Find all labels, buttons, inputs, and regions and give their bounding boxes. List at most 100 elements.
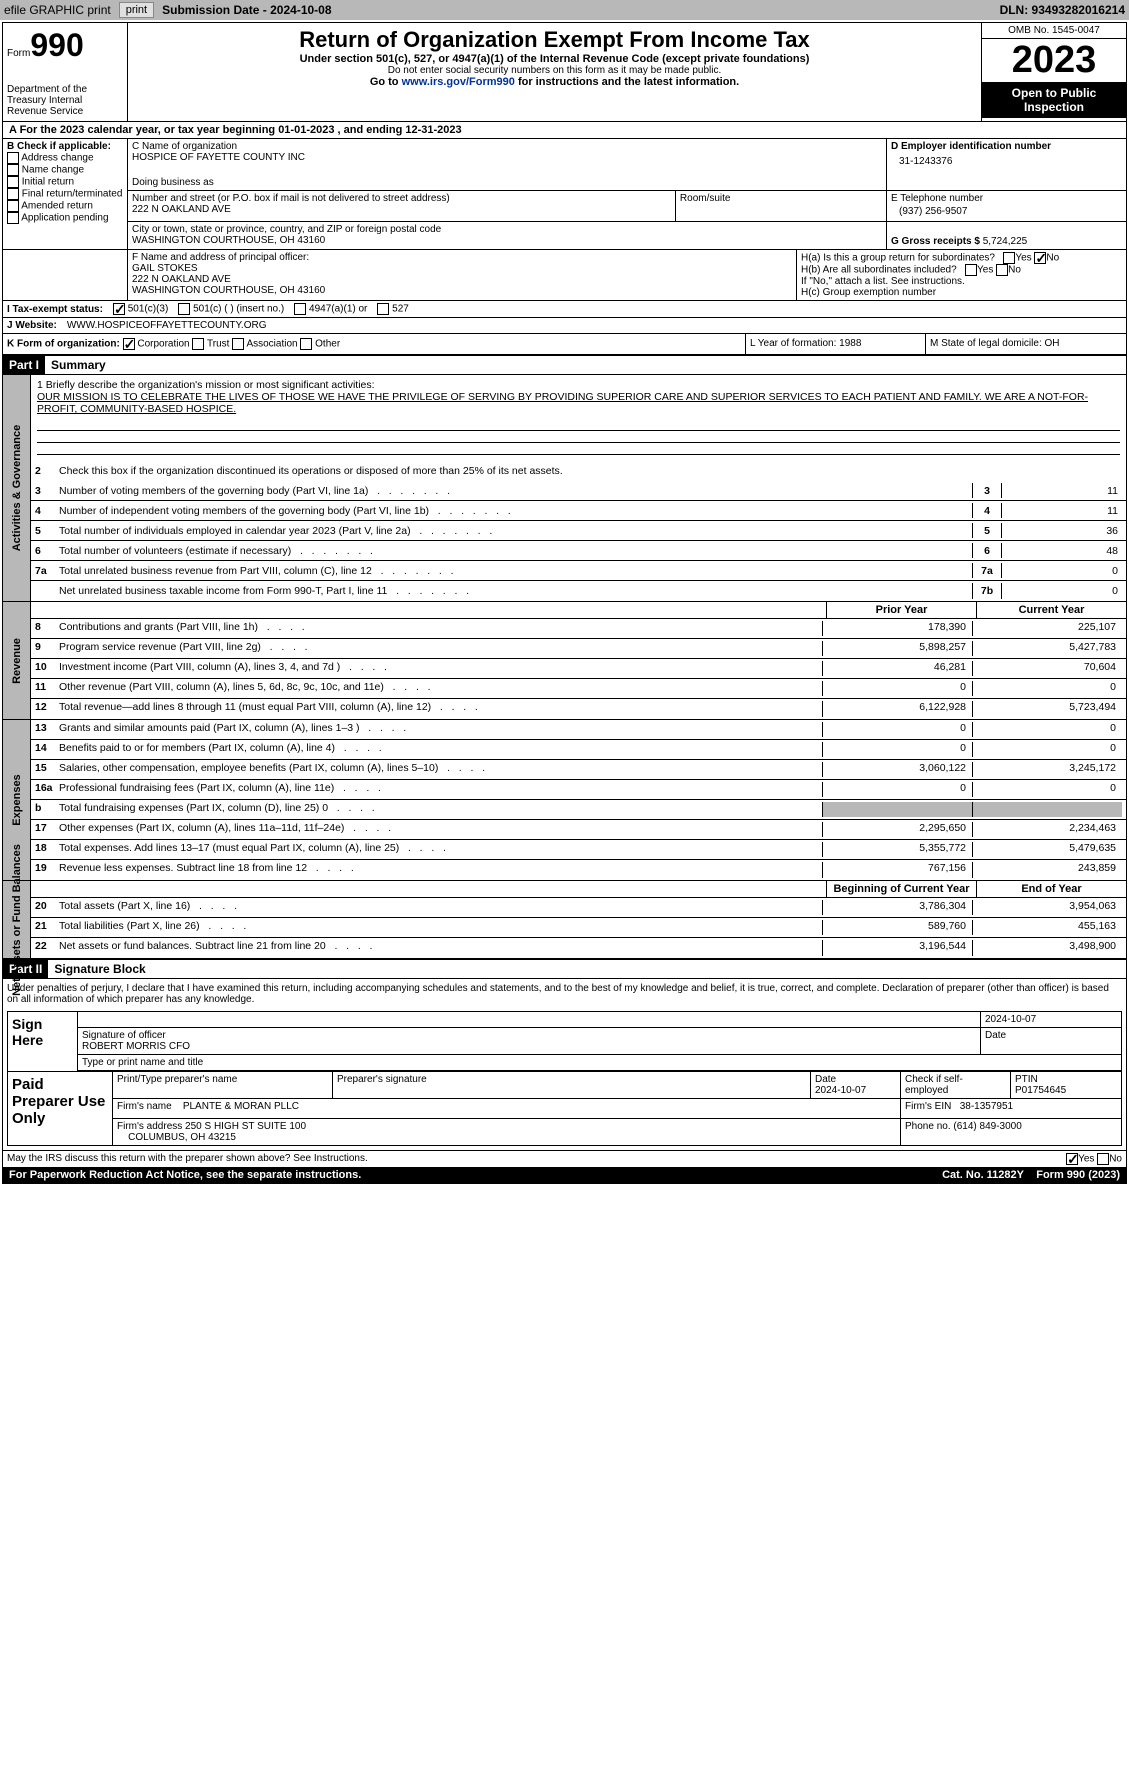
data-line: 10 Investment income (Part VIII, column …: [31, 659, 1126, 679]
org-name: HOSPICE OF FAYETTE COUNTY INC: [132, 152, 882, 163]
data-line: 11 Other revenue (Part VIII, column (A),…: [31, 679, 1126, 699]
discuss-no[interactable]: No: [1097, 1153, 1122, 1165]
ein-label: D Employer identification number: [891, 141, 1122, 152]
firm-ein: Firm's EIN 38-1357951: [901, 1099, 1121, 1118]
header-center: Return of Organization Exempt From Incom…: [128, 23, 981, 121]
data-line: 14 Benefits paid to or for members (Part…: [31, 740, 1126, 760]
chk-501c3[interactable]: 501(c)(3): [113, 303, 168, 315]
header-left: Form990 Department of the Treasury Inter…: [3, 23, 128, 121]
phone-label: E Telephone number: [891, 193, 1122, 204]
i-label: I Tax-exempt status:: [7, 304, 103, 315]
data-line: 17 Other expenses (Part IX, column (A), …: [31, 820, 1126, 840]
prep-date: Date2024-10-07: [811, 1072, 901, 1098]
chk-initial-return[interactable]: Initial return: [7, 176, 123, 188]
chk-527[interactable]: 527: [377, 303, 408, 315]
officer-addr1: 222 N OAKLAND AVE: [132, 274, 792, 285]
box-c-room: Room/suite: [676, 191, 886, 221]
chk-app-pending[interactable]: Application pending: [7, 212, 123, 224]
city-label: City or town, state or province, country…: [132, 224, 882, 235]
col-f-blank: [3, 250, 128, 300]
box-b-title: B Check if applicable:: [7, 141, 123, 152]
box-e: E Telephone number (937) 256-9507: [886, 191, 1126, 221]
net-col-headers: Beginning of Current Year End of Year: [31, 881, 1126, 898]
top-bar: efile GRAPHIC print print Submission Dat…: [0, 0, 1129, 20]
data-line: 9 Program service revenue (Part VIII, li…: [31, 639, 1126, 659]
chk-4947[interactable]: 4947(a)(1) or: [294, 303, 367, 315]
print-button[interactable]: print: [119, 2, 154, 18]
part2-header: Part II Signature Block: [3, 960, 1126, 979]
sign-here-table: Sign Here 2024-10-07 Signature of office…: [7, 1011, 1122, 1071]
part1-header: Part I Summary: [3, 356, 1126, 375]
chk-501c[interactable]: 501(c) ( ) (insert no.): [178, 303, 284, 315]
side-label-ag: Activities & Governance: [3, 375, 31, 601]
part1-label: Part I: [3, 356, 45, 374]
phone-value: (937) 256-9507: [891, 204, 1122, 219]
k2-year-formation: L Year of formation: 1988: [746, 334, 926, 354]
section-bcdefg: B Check if applicable: Address change Na…: [3, 139, 1126, 250]
dba-label: Doing business as: [132, 177, 882, 188]
box-c-name: C Name of organization HOSPICE OF FAYETT…: [128, 139, 886, 190]
side-label-net: Net Assets or Fund Balances: [3, 881, 31, 958]
form-header: Form990 Department of the Treasury Inter…: [3, 23, 1126, 122]
preparer-label: Paid Preparer Use Only: [8, 1072, 113, 1145]
hdr-current: Current Year: [976, 602, 1126, 618]
prep-ptin: PTINP01754645: [1011, 1072, 1121, 1098]
data-line: 22 Net assets or fund balances. Subtract…: [31, 938, 1126, 958]
cat-no: Cat. No. 11282Y: [942, 1169, 1024, 1181]
header-right: OMB No. 1545-0047 2023 Open to Public In…: [981, 23, 1126, 121]
box-c-city: City or town, state or province, country…: [128, 222, 886, 249]
hdr-end: End of Year: [976, 881, 1126, 897]
discuss-row: May the IRS discuss this return with the…: [3, 1150, 1126, 1167]
website-value: WWW.HOSPICEOFFAYETTECOUNTY.ORG: [67, 320, 267, 331]
hdr-begin: Beginning of Current Year: [826, 881, 976, 897]
gov-line: 6 Total number of volunteers (estimate i…: [31, 541, 1126, 561]
row-k: K Form of organization: Corporation Trus…: [3, 334, 1126, 356]
header-sub1: Under section 501(c), 527, or 4947(a)(1)…: [132, 53, 977, 65]
hb-label: H(b) Are all subordinates included? Yes …: [801, 264, 1122, 276]
part1-title: Summary: [45, 356, 112, 374]
chk-address-change[interactable]: Address change: [7, 152, 123, 164]
form-prefix: Form: [7, 48, 30, 59]
header-sub2: Do not enter social security numbers on …: [132, 65, 977, 76]
submission-date: Submission Date - 2024-10-08: [162, 3, 331, 17]
box-d: D Employer identification number 31-1243…: [886, 139, 1126, 190]
hb-note: If "No," attach a list. See instructions…: [801, 276, 1122, 287]
activities-governance: Activities & Governance 1 Briefly descri…: [3, 375, 1126, 601]
mission-label: 1 Briefly describe the organization's mi…: [37, 379, 1120, 391]
blank-line: [37, 443, 1120, 455]
street-label: Number and street (or P.O. box if mail i…: [132, 193, 671, 204]
side-label-rev: Revenue: [3, 602, 31, 719]
firm-name: Firm's name PLANTE & MORAN PLLC: [113, 1099, 901, 1118]
city-value: WASHINGTON COURTHOUSE, OH 43160: [132, 235, 882, 246]
line-2: 2Check this box if the organization disc…: [31, 461, 1126, 481]
form-990: Form990 Department of the Treasury Inter…: [2, 22, 1127, 1184]
data-line: 8 Contributions and grants (Part VIII, l…: [31, 619, 1126, 639]
data-line: 15 Salaries, other compensation, employe…: [31, 760, 1126, 780]
dept-label: Department of the Treasury Internal Reve…: [7, 84, 123, 117]
box-c-wrap: C Name of organization HOSPICE OF FAYETT…: [128, 139, 1126, 249]
chk-name-change[interactable]: Name change: [7, 164, 123, 176]
j-label: J Website:: [7, 320, 57, 331]
data-line: 20 Total assets (Part X, line 16) . . . …: [31, 898, 1126, 918]
officer-label: F Name and address of principal officer:: [132, 252, 792, 263]
firm-addr: Firm's address 250 S HIGH ST SUITE 100 C…: [113, 1119, 901, 1145]
gov-line: 5 Total number of individuals employed i…: [31, 521, 1126, 541]
chk-amended[interactable]: Amended return: [7, 200, 123, 212]
expenses-section: Expenses 13 Grants and similar amounts p…: [3, 719, 1126, 880]
efile-label: efile GRAPHIC print: [4, 3, 111, 17]
ha-label: H(a) Is this a group return for subordin…: [801, 252, 1122, 264]
sig-officer-label: Signature of officerROBERT MORRIS CFO: [78, 1028, 981, 1054]
header-sub3: Go to www.irs.gov/Form990 for instructio…: [132, 76, 977, 88]
irs-link[interactable]: www.irs.gov/Form990: [402, 76, 515, 88]
blank-line: [37, 431, 1120, 443]
chk-final-return[interactable]: Final return/terminated: [7, 188, 123, 200]
firm-phone: Phone no. (614) 849-3000: [901, 1119, 1121, 1145]
sign-here-label: Sign Here: [8, 1012, 78, 1071]
k1: K Form of organization: Corporation Trus…: [3, 334, 746, 354]
box-h: H(a) Is this a group return for subordin…: [796, 250, 1126, 300]
discuss-yes[interactable]: Yes: [1066, 1153, 1094, 1165]
gross-label: G Gross receipts $: [891, 236, 980, 247]
data-line: 13 Grants and similar amounts paid (Part…: [31, 720, 1126, 740]
bottom-footer: For Paperwork Reduction Act Notice, see …: [3, 1167, 1126, 1183]
gov-line: 4 Number of independent voting members o…: [31, 501, 1126, 521]
